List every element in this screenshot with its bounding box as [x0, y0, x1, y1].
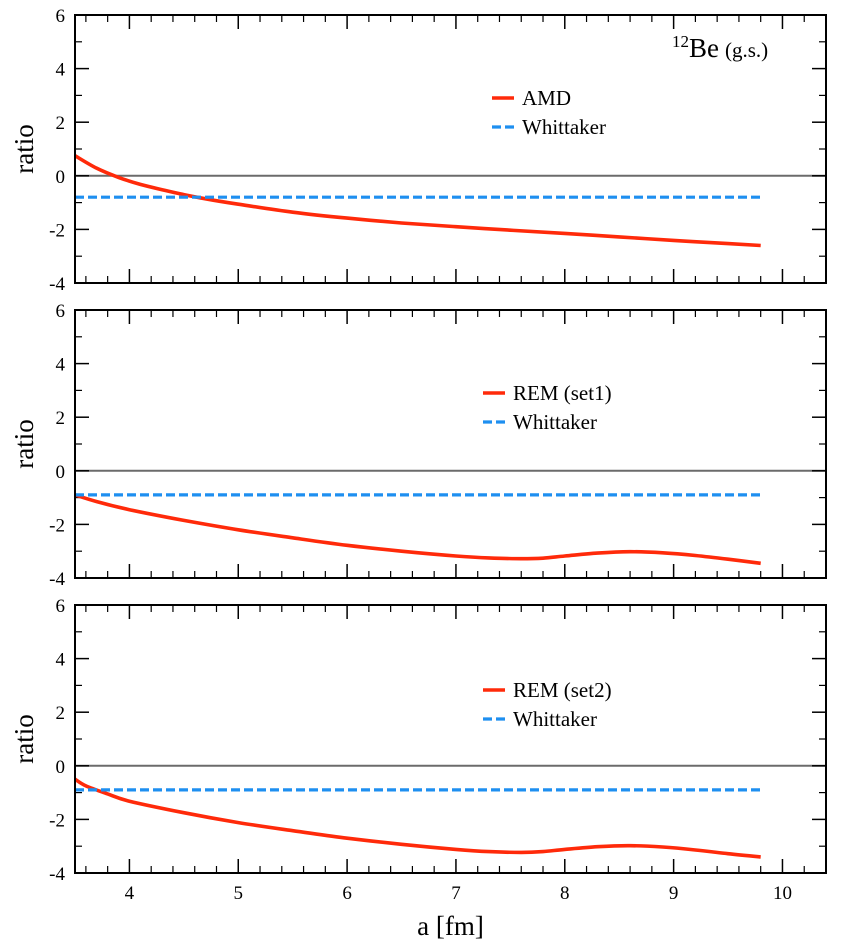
y-tick-label: -4	[49, 569, 65, 590]
y-tick-label: -2	[49, 515, 65, 536]
y-tick-label: 2	[56, 703, 66, 724]
nucleus-annotation: 12Be (g.s.)	[672, 32, 768, 63]
series-amd	[75, 156, 761, 246]
plot-frame	[75, 605, 826, 873]
y-tick-label: 6	[56, 596, 66, 617]
x-axis-title: a [fm]	[417, 911, 484, 941]
x-tick-label: 4	[125, 883, 135, 904]
y-tick-label: -4	[49, 864, 65, 885]
y-tick-label: 4	[56, 60, 66, 81]
series-rem-set1	[75, 495, 761, 563]
x-tick-label: 8	[560, 883, 570, 904]
x-tick-label: 6	[342, 883, 352, 904]
y-tick-label: 0	[56, 462, 66, 483]
legend: AMD Whittaker	[492, 86, 606, 139]
x-tick-label: 7	[451, 883, 461, 904]
y-tick-label: -2	[49, 220, 65, 241]
y-axis-title: ratio	[9, 419, 39, 468]
state-label: (g.s.)	[725, 38, 768, 62]
plot-area	[75, 495, 761, 563]
legend: REM (set1) Whittaker	[483, 381, 612, 434]
x-tick-label: 5	[234, 883, 244, 904]
legend-whittaker-label: Whittaker	[522, 115, 606, 139]
legend-whittaker-label: Whittaker	[513, 707, 597, 731]
plot-area	[75, 156, 761, 246]
y-tick-label: -4	[49, 274, 65, 295]
y-tick-label: 0	[56, 757, 66, 778]
plot-frame	[75, 310, 826, 578]
y-tick-label: 6	[56, 301, 66, 322]
y-axis-title: ratio	[9, 124, 39, 173]
x-tick-label: 9	[669, 883, 679, 904]
y-tick-label: 4	[56, 650, 66, 671]
legend-rem-set1-label: REM (set1)	[513, 381, 612, 405]
legend: REM (set2) Whittaker	[483, 678, 612, 731]
y-tick-label: -2	[49, 810, 65, 831]
legend-rem-set2-label: REM (set2)	[513, 678, 612, 702]
x-tick-label: 10	[773, 883, 792, 904]
y-tick-label: 4	[56, 355, 66, 376]
panel-rem-set1: -4 -2 0 2 4 6 ratio REM (set1) Whittaker	[9, 301, 826, 590]
plot-area	[75, 779, 761, 857]
y-tick-label: 6	[56, 6, 66, 27]
nucleus-symbol: Be	[689, 33, 719, 63]
mass-number: 12	[672, 32, 689, 51]
legend-amd-label: AMD	[522, 86, 571, 110]
legend-whittaker-label: Whittaker	[513, 410, 597, 434]
y-tick-label: 0	[56, 167, 66, 188]
y-tick-label: 2	[56, 408, 66, 429]
y-axis-title: ratio	[9, 714, 39, 763]
panel-amd: -4 -2 0 2 4 6 ratio AMD Whittaker 12Be (g.s.)	[9, 6, 826, 295]
y-tick-label: 2	[56, 113, 66, 134]
panel-rem-set2: -4 -2 0 2 4 6 4 5 6 7 8 9 10 ratio a [fm] REM (set2) Whi…	[9, 596, 826, 941]
